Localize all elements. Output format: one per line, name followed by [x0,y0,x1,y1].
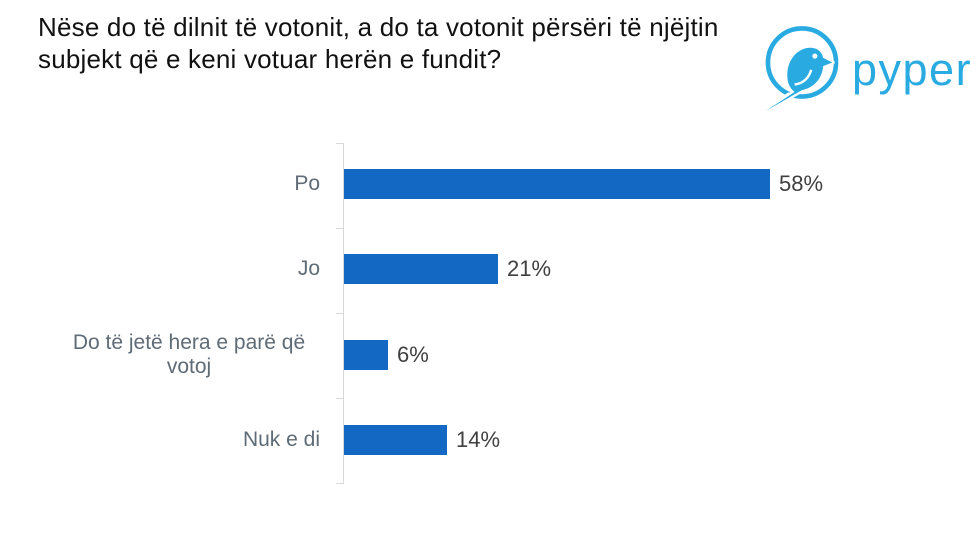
value-label: 58% [779,171,824,196]
bar [344,425,447,455]
axis-tick [336,143,344,144]
value-label: 14% [456,427,501,452]
chart-question-title: Nëse do të dilnit të votonit, a do ta vo… [38,12,719,74]
category-label: Jo [297,257,320,281]
logo-wordmark: pyper [852,44,973,95]
bar [344,340,388,370]
axis-tick [336,483,344,484]
pyper-logo: pyper [756,22,971,114]
axis-tick [336,228,344,229]
category-label: Po [294,172,320,196]
axis-tick [336,313,344,314]
bar [344,169,770,199]
bar [344,254,498,284]
value-label: 6% [397,342,429,367]
axis-tick [336,398,344,399]
value-label: 21% [507,256,552,281]
category-label: Do të jetë hera e parë që votoj [72,331,306,378]
category-label: Nuk e di [242,428,320,452]
bird-icon [762,26,839,114]
